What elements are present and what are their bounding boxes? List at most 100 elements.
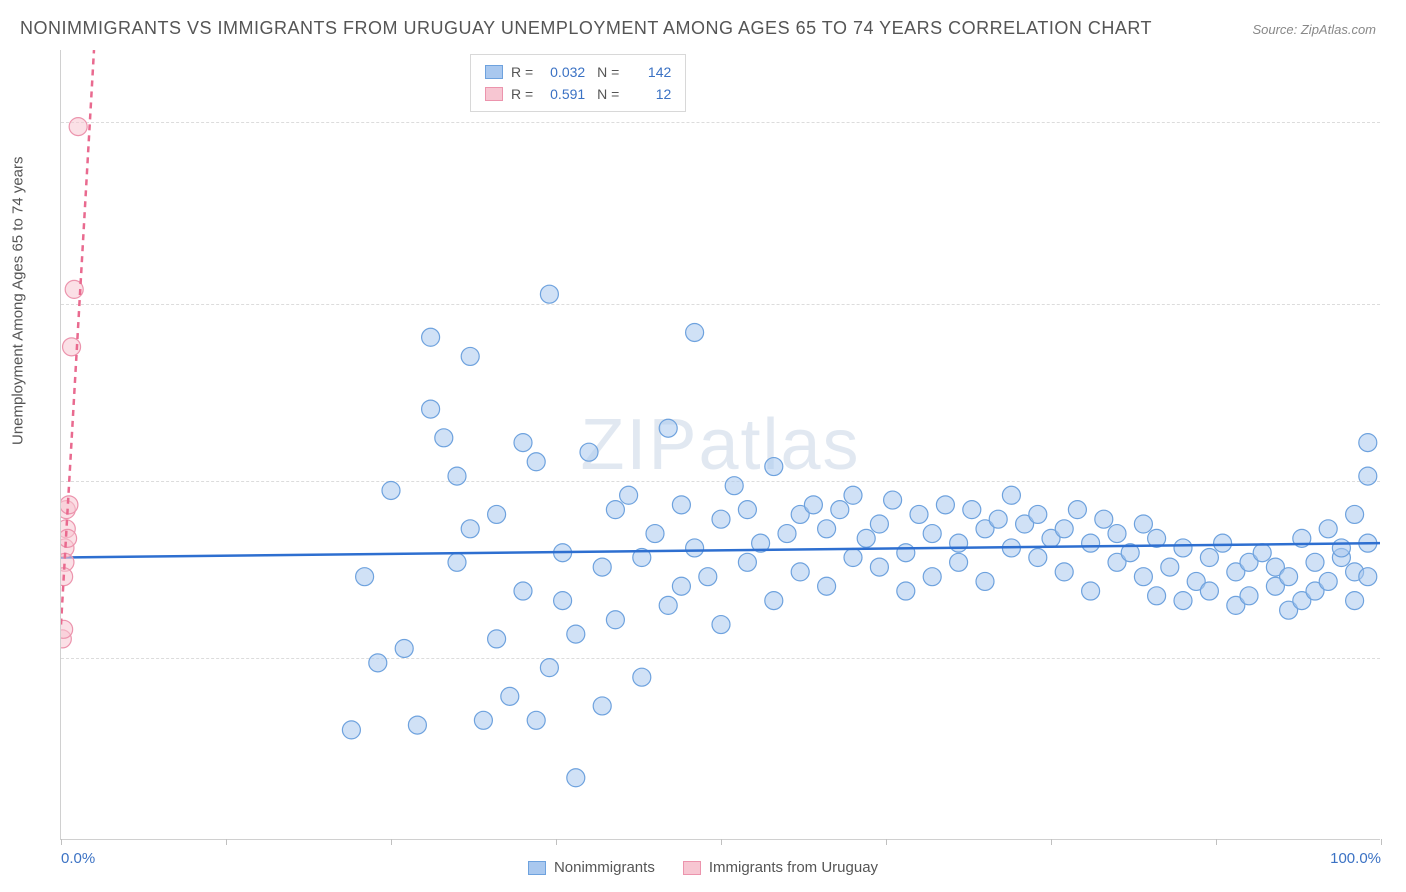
x-tick (391, 839, 392, 845)
scatter-point-nonimmigrants (1161, 558, 1179, 576)
scatter-point-nonimmigrants (1214, 534, 1232, 552)
x-tick (556, 839, 557, 845)
scatter-point-nonimmigrants (461, 520, 479, 538)
scatter-point-nonimmigrants (1280, 568, 1298, 586)
scatter-point-nonimmigrants (395, 639, 413, 657)
scatter-point-nonimmigrants (474, 711, 492, 729)
scatter-point-nonimmigrants (1240, 587, 1258, 605)
scatter-point-nonimmigrants (567, 769, 585, 787)
legend-label-nonimmigrants: Nonimmigrants (554, 859, 655, 876)
legend-item-nonimmigrants: Nonimmigrants (528, 859, 655, 876)
scatter-point-nonimmigrants (1359, 568, 1377, 586)
scatter-point-nonimmigrants (1174, 592, 1192, 610)
scatter-point-nonimmigrants (765, 592, 783, 610)
stat-n-immigrants: 12 (627, 83, 671, 105)
scatter-point-nonimmigrants (870, 558, 888, 576)
scatter-point-nonimmigrants (950, 553, 968, 571)
x-tick (886, 839, 887, 845)
stats-row-immigrants: R = 0.591 N = 12 (485, 83, 671, 105)
stat-label-n: N = (593, 61, 619, 83)
swatch-nonimmigrants (528, 861, 546, 875)
scatter-point-nonimmigrants (554, 592, 572, 610)
scatter-point-nonimmigrants (738, 501, 756, 519)
x-tick (61, 839, 62, 845)
swatch-immigrants (485, 87, 503, 101)
scatter-point-nonimmigrants (963, 501, 981, 519)
scatter-point-nonimmigrants (606, 501, 624, 519)
scatter-point-nonimmigrants (1319, 572, 1337, 590)
scatter-point-nonimmigrants (422, 400, 440, 418)
scatter-point-nonimmigrants (342, 721, 360, 739)
scatter-point-nonimmigrants (448, 553, 466, 571)
scatter-point-nonimmigrants (1200, 549, 1218, 567)
scatter-point-nonimmigrants (844, 549, 862, 567)
scatter-point-nonimmigrants (659, 419, 677, 437)
scatter-point-nonimmigrants (540, 659, 558, 677)
scatter-point-nonimmigrants (923, 568, 941, 586)
scatter-point-nonimmigrants (1148, 587, 1166, 605)
scatter-point-nonimmigrants (1359, 434, 1377, 452)
scatter-point-nonimmigrants (408, 716, 426, 734)
scatter-point-nonimmigrants (448, 467, 466, 485)
scatter-point-nonimmigrants (897, 544, 915, 562)
scatter-point-nonimmigrants (1174, 539, 1192, 557)
scatter-point-nonimmigrants (910, 505, 928, 523)
scatter-point-nonimmigrants (514, 582, 532, 600)
scatter-point-nonimmigrants (857, 529, 875, 547)
scatter-point-nonimmigrants (1002, 486, 1020, 504)
scatter-point-nonimmigrants (501, 687, 519, 705)
stat-label-r: R = (511, 61, 533, 83)
x-tick (1381, 839, 1382, 845)
swatch-nonimmigrants (485, 65, 503, 79)
scatter-point-nonimmigrants (1029, 505, 1047, 523)
x-tick (1051, 839, 1052, 845)
scatter-point-nonimmigrants (527, 453, 545, 471)
scatter-point-nonimmigrants (567, 625, 585, 643)
scatter-point-nonimmigrants (461, 347, 479, 365)
stats-legend: R = 0.032 N = 142 R = 0.591 N = 12 (470, 54, 686, 112)
scatter-point-nonimmigrants (1359, 467, 1377, 485)
scatter-point-nonimmigrants (1134, 515, 1152, 533)
scatter-point-immigrants (69, 118, 87, 136)
y-axis-label: Unemployment Among Ages 65 to 74 years (10, 156, 27, 445)
scatter-point-nonimmigrants (580, 443, 598, 461)
scatter-point-nonimmigrants (923, 525, 941, 543)
y-tick-label: 11.2% (1390, 295, 1406, 312)
scatter-point-nonimmigrants (1306, 553, 1324, 571)
x-tick (721, 839, 722, 845)
scatter-point-nonimmigrants (765, 458, 783, 476)
scatter-point-nonimmigrants (435, 429, 453, 447)
series-legend: Nonimmigrants Immigrants from Uruguay (0, 859, 1406, 876)
scatter-point-nonimmigrants (540, 285, 558, 303)
scatter-point-nonimmigrants (686, 323, 704, 341)
scatter-point-nonimmigrants (738, 553, 756, 571)
legend-label-immigrants: Immigrants from Uruguay (709, 859, 878, 876)
scatter-point-nonimmigrants (1029, 549, 1047, 567)
scatter-point-nonimmigrants (844, 486, 862, 504)
scatter-point-nonimmigrants (620, 486, 638, 504)
scatter-point-nonimmigrants (818, 577, 836, 595)
scatter-point-nonimmigrants (712, 616, 730, 634)
stat-r-immigrants: 0.591 (541, 83, 585, 105)
scatter-point-nonimmigrants (422, 328, 440, 346)
scatter-point-nonimmigrants (1319, 520, 1337, 538)
y-tick-label: 3.8% (1390, 650, 1406, 667)
stats-row-nonimmigrants: R = 0.032 N = 142 (485, 61, 671, 83)
scatter-point-immigrants (61, 529, 77, 547)
scatter-point-nonimmigrants (1346, 505, 1364, 523)
scatter-point-nonimmigrants (672, 577, 690, 595)
scatter-point-nonimmigrants (593, 558, 611, 576)
stat-label-r: R = (511, 83, 533, 105)
scatter-point-nonimmigrants (1055, 520, 1073, 538)
scatter-point-nonimmigrants (659, 596, 677, 614)
scatter-point-nonimmigrants (989, 510, 1007, 528)
scatter-point-nonimmigrants (778, 525, 796, 543)
scatter-point-nonimmigrants (1082, 582, 1100, 600)
scatter-point-nonimmigrants (1253, 544, 1271, 562)
scatter-point-nonimmigrants (976, 572, 994, 590)
scatter-point-nonimmigrants (672, 496, 690, 514)
scatter-point-nonimmigrants (936, 496, 954, 514)
chart-title: NONIMMIGRANTS VS IMMIGRANTS FROM URUGUAY… (20, 18, 1152, 39)
scatter-point-nonimmigrants (1095, 510, 1113, 528)
scatter-point-nonimmigrants (699, 568, 717, 586)
